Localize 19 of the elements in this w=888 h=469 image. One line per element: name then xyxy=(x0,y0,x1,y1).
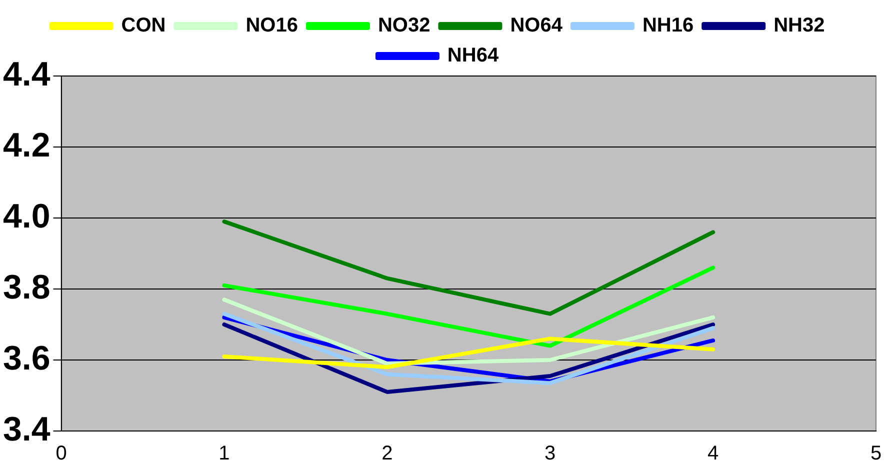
x-tick-label: 3 xyxy=(544,442,556,465)
legend-label: NO16 xyxy=(246,14,298,37)
y-tick-label: 3.6 xyxy=(3,339,50,378)
x-tick-label: 4 xyxy=(707,442,719,465)
y-tick-label: 4.4 xyxy=(3,55,50,94)
y-tick-label: 4.2 xyxy=(3,126,50,164)
y-tick-label: 4.0 xyxy=(3,197,50,236)
legend-label: NH16 xyxy=(642,14,694,37)
legend-label: CON xyxy=(121,14,166,37)
legend-label: NH64 xyxy=(447,44,500,67)
x-tick-label: 1 xyxy=(218,442,230,465)
x-tick-label: 5 xyxy=(870,442,882,465)
legend-label: NH32 xyxy=(774,14,825,37)
legend-label: NO64 xyxy=(510,14,564,37)
y-tick-label: 3.4 xyxy=(3,410,50,448)
x-tick-label: 2 xyxy=(382,442,393,465)
x-tick-label: 0 xyxy=(56,442,67,465)
legend-label: NO32 xyxy=(378,14,430,37)
y-tick-label: 3.8 xyxy=(3,268,50,306)
